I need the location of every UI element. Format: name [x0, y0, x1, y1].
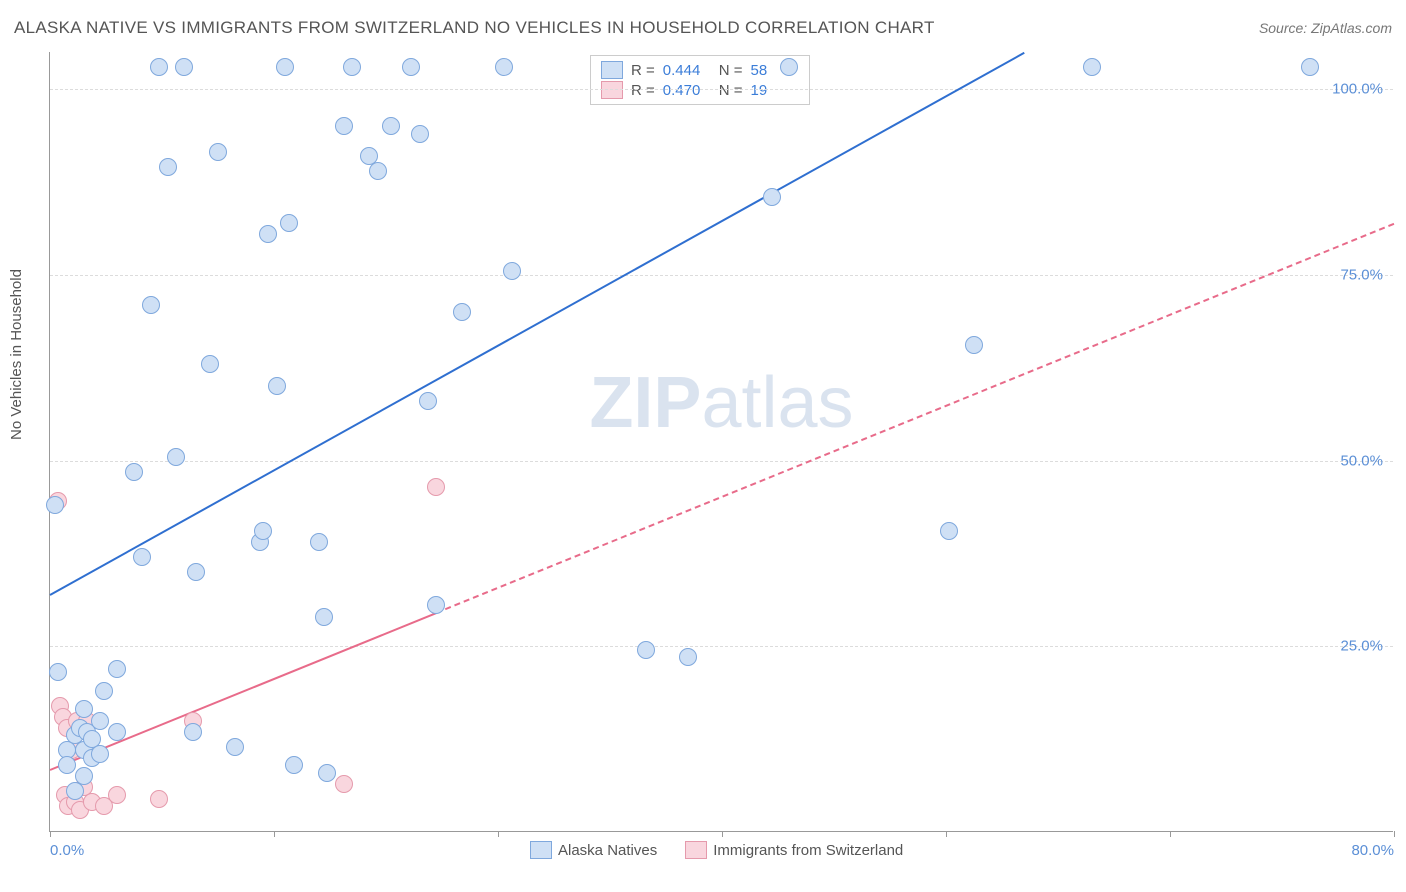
scatter-point-series-a: [91, 745, 109, 763]
scatter-point-series-a: [46, 496, 64, 514]
r-value-a: 0.444: [663, 62, 711, 79]
scatter-point-series-a: [142, 296, 160, 314]
scatter-point-series-a: [965, 336, 983, 354]
x-tick: [946, 831, 947, 837]
scatter-point-series-a: [184, 723, 202, 741]
gridline: [50, 461, 1393, 462]
scatter-point-series-b: [427, 478, 445, 496]
x-tick: [722, 831, 723, 837]
legend-item-a: Alaska Natives: [530, 841, 657, 859]
regression-line: [50, 52, 1025, 596]
swatch-series-a: [601, 61, 623, 79]
scatter-point-series-a: [95, 682, 113, 700]
scatter-point-series-a: [187, 563, 205, 581]
source-attribution: Source: ZipAtlas.com: [1259, 20, 1392, 36]
scatter-point-series-a: [108, 660, 126, 678]
scatter-point-series-a: [427, 596, 445, 614]
scatter-point-series-a: [254, 522, 272, 540]
scatter-point-series-a: [335, 117, 353, 135]
scatter-point-series-a: [940, 522, 958, 540]
scatter-point-series-a: [175, 58, 193, 76]
scatter-point-series-a: [75, 767, 93, 785]
scatter-point-series-a: [382, 117, 400, 135]
legend-item-b: Immigrants from Switzerland: [685, 841, 903, 859]
x-tick-label: 0.0%: [50, 842, 84, 859]
scatter-point-series-a: [91, 712, 109, 730]
n-label: N =: [719, 62, 743, 79]
scatter-point-series-a: [369, 162, 387, 180]
scatter-point-series-a: [679, 648, 697, 666]
scatter-point-series-a: [226, 738, 244, 756]
stats-row-series-a: R = 0.444 N = 58: [601, 60, 799, 80]
legend-label-a: Alaska Natives: [558, 842, 657, 859]
scatter-point-series-a: [108, 723, 126, 741]
r-label: R =: [631, 62, 655, 79]
gridline: [50, 275, 1393, 276]
scatter-point-series-a: [763, 188, 781, 206]
scatter-point-series-a: [1083, 58, 1101, 76]
x-tick-label: 80.0%: [1351, 842, 1394, 859]
scatter-point-series-a: [411, 125, 429, 143]
scatter-point-series-a: [268, 377, 286, 395]
scatter-point-series-a: [310, 533, 328, 551]
scatter-point-series-a: [280, 214, 298, 232]
scatter-point-series-a: [49, 663, 67, 681]
legend-label-b: Immigrants from Switzerland: [713, 842, 903, 859]
swatch-series-a: [530, 841, 552, 859]
scatter-point-series-b: [335, 775, 353, 793]
scatter-point-series-a: [318, 764, 336, 782]
scatter-point-series-a: [402, 58, 420, 76]
scatter-point-series-a: [58, 756, 76, 774]
watermark-text: ZIPatlas: [589, 362, 853, 444]
scatter-point-series-a: [150, 58, 168, 76]
correlation-stats-box: R = 0.444 N = 58 R = 0.470 N = 19: [590, 55, 810, 105]
scatter-point-series-a: [125, 463, 143, 481]
y-tick-label: 75.0%: [1340, 266, 1383, 283]
scatter-point-series-a: [637, 641, 655, 659]
x-tick: [1394, 831, 1395, 837]
x-tick: [1170, 831, 1171, 837]
y-tick-label: 100.0%: [1332, 81, 1383, 98]
x-tick: [274, 831, 275, 837]
gridline: [50, 646, 1393, 647]
y-tick-label: 50.0%: [1340, 452, 1383, 469]
y-tick-label: 25.0%: [1340, 638, 1383, 655]
y-axis-label: No Vehicles in Household: [8, 269, 25, 440]
scatter-point-series-a: [209, 143, 227, 161]
swatch-series-b: [685, 841, 707, 859]
scatter-point-series-a: [780, 58, 798, 76]
regression-line-extrapolated: [436, 223, 1394, 614]
scatter-point-series-a: [315, 608, 333, 626]
scatter-point-series-a: [75, 700, 93, 718]
scatter-point-series-a: [343, 58, 361, 76]
scatter-point-series-a: [503, 262, 521, 280]
scatter-point-series-a: [133, 548, 151, 566]
scatter-point-series-b: [108, 786, 126, 804]
scatter-point-series-a: [201, 355, 219, 373]
x-tick: [50, 831, 51, 837]
scatter-point-series-a: [419, 392, 437, 410]
chart-title: ALASKA NATIVE VS IMMIGRANTS FROM SWITZER…: [14, 18, 935, 38]
scatter-point-series-a: [285, 756, 303, 774]
scatter-point-series-a: [159, 158, 177, 176]
scatter-point-series-a: [259, 225, 277, 243]
scatter-point-series-a: [453, 303, 471, 321]
scatter-point-series-a: [495, 58, 513, 76]
legend: Alaska Natives Immigrants from Switzerla…: [530, 841, 903, 859]
scatter-plot-area: ZIPatlas R = 0.444 N = 58 R = 0.470 N = …: [49, 52, 1393, 832]
scatter-point-series-a: [276, 58, 294, 76]
scatter-point-series-a: [1301, 58, 1319, 76]
x-tick: [498, 831, 499, 837]
scatter-point-series-b: [150, 790, 168, 808]
scatter-point-series-a: [167, 448, 185, 466]
gridline: [50, 89, 1393, 90]
